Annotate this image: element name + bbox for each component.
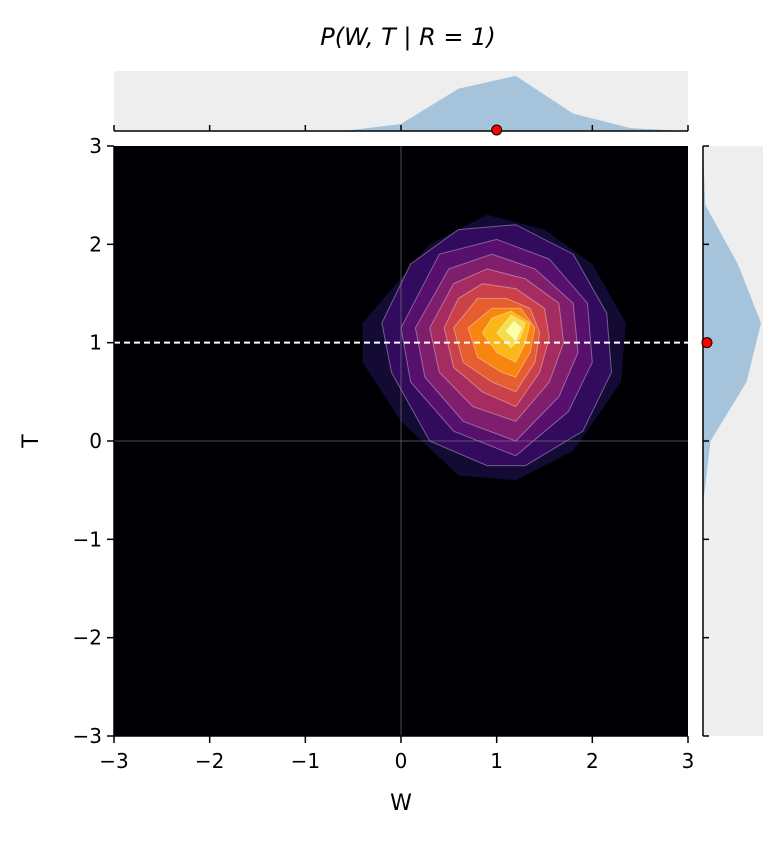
main-plot-area: −3 −2 −1 0 1 2 3 −3 −2 −1 0 1 2 3	[73, 134, 695, 773]
reference-lines	[114, 146, 688, 736]
t-condition-marker	[701, 337, 713, 349]
x-tick-label: −3	[99, 749, 128, 773]
contour-level-11	[505, 320, 523, 342]
x-tick-label: 1	[490, 749, 503, 773]
y-axis-label: T	[19, 434, 44, 449]
x-tick-label: 3	[682, 749, 695, 773]
x-tick-label: 2	[586, 749, 599, 773]
y-tick-label: 2	[89, 232, 102, 256]
y-tick-label: 1	[89, 331, 102, 355]
w-condition-marker	[491, 124, 503, 136]
y-tick-label: 0	[89, 429, 102, 453]
marker-layer	[491, 124, 713, 349]
y-tick-label: −2	[73, 626, 102, 650]
contour-layer	[362, 214, 626, 481]
x-axis-ticks: −3 −2 −1 0 1 2 3	[99, 736, 694, 773]
x-tick-label: −1	[291, 749, 320, 773]
y-axis-ticks: −3 −2 −1 0 1 2 3	[73, 134, 114, 748]
w-marginal-panel	[113, 71, 689, 132]
y-tick-label: 3	[89, 134, 102, 158]
y-tick-label: −1	[73, 527, 102, 551]
y-tick-label: −3	[73, 724, 102, 748]
x-tick-label: −2	[195, 749, 224, 773]
x-axis-label: W	[390, 791, 412, 816]
t-marginal-panel	[702, 145, 763, 737]
x-tick-label: 0	[395, 749, 408, 773]
t-marginal-density-area	[703, 146, 761, 736]
chart-title: P(W, T | R = 1)	[320, 23, 496, 51]
w-marginal-density-area	[114, 75, 688, 131]
